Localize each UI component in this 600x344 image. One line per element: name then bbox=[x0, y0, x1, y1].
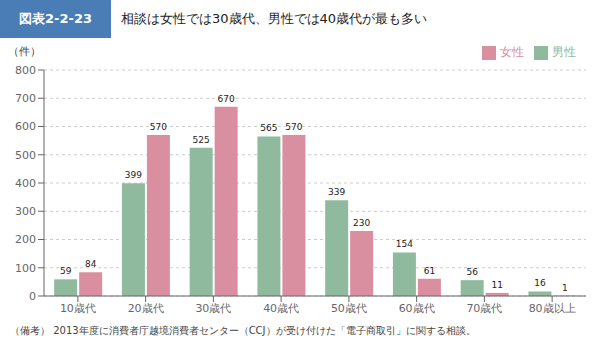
svg-text:700: 700 bbox=[15, 92, 36, 105]
svg-text:565: 565 bbox=[260, 123, 277, 133]
svg-text:500: 500 bbox=[15, 149, 36, 162]
svg-text:570: 570 bbox=[285, 122, 302, 132]
svg-text:339: 339 bbox=[328, 187, 345, 197]
svg-text:80歳以上: 80歳以上 bbox=[529, 302, 576, 315]
svg-text:100: 100 bbox=[15, 262, 36, 275]
svg-text:300: 300 bbox=[15, 205, 36, 218]
svg-text:600: 600 bbox=[15, 120, 36, 133]
html-text:相談は女性では30歳代、男性では40歳代が最も多い: 相談は女性では30歳代、男性では40歳代が最も多い bbox=[121, 11, 428, 26]
svg-text:200: 200 bbox=[15, 233, 36, 246]
html-text:男性: 男性 bbox=[552, 45, 576, 59]
html-text:（備考） 2013年度に消費者庁越境消費者センター（CCJ）: （備考） 2013年度に消費者庁越境消費者センター（CCJ）が受け付けた「電子商… bbox=[10, 325, 476, 336]
html-text:女性: 女性 bbox=[500, 45, 524, 59]
svg-text:400: 400 bbox=[15, 177, 36, 190]
html-text:（件）: （件） bbox=[8, 45, 41, 58]
svg-text:800: 800 bbox=[15, 64, 36, 77]
svg-text:61: 61 bbox=[424, 266, 435, 276]
svg-text:399: 399 bbox=[125, 170, 142, 180]
svg-text:10歳代: 10歳代 bbox=[60, 302, 96, 315]
svg-text:230: 230 bbox=[353, 218, 370, 228]
svg-text:670: 670 bbox=[218, 94, 235, 104]
svg-text:50歳代: 50歳代 bbox=[331, 302, 367, 315]
svg-text:154: 154 bbox=[396, 239, 413, 249]
svg-text:525: 525 bbox=[193, 135, 210, 145]
svg-text:59: 59 bbox=[60, 266, 72, 276]
svg-text:70歳代: 70歳代 bbox=[466, 302, 502, 315]
svg-text:84: 84 bbox=[85, 259, 97, 269]
svg-text:1: 1 bbox=[562, 283, 568, 293]
svg-text:30歳代: 30歳代 bbox=[195, 302, 231, 315]
html-text:図表2-2-23: 図表2-2-23 bbox=[19, 11, 92, 26]
svg-text:0: 0 bbox=[29, 290, 36, 303]
svg-text:56: 56 bbox=[466, 267, 478, 277]
svg-text:40歳代: 40歳代 bbox=[263, 302, 299, 315]
svg-text:16: 16 bbox=[534, 278, 546, 288]
svg-text:60歳代: 60歳代 bbox=[399, 302, 435, 315]
svg-text:11: 11 bbox=[491, 280, 502, 290]
svg-text:570: 570 bbox=[150, 122, 167, 132]
svg-text:20歳代: 20歳代 bbox=[128, 302, 164, 315]
